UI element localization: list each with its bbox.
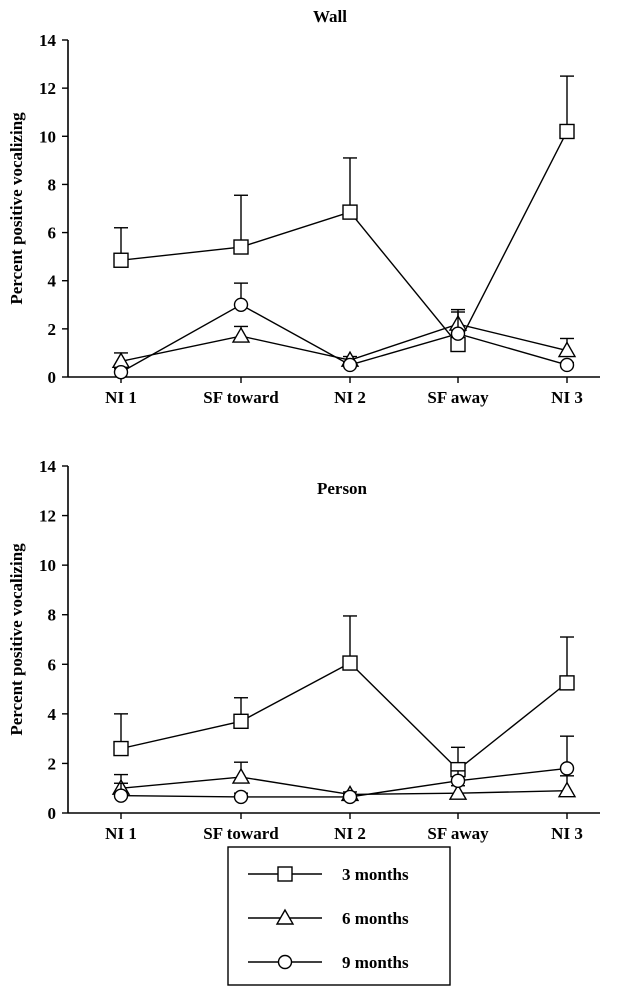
data-point (557, 341, 577, 358)
y-tick-label: 8 (48, 175, 57, 194)
data-point (557, 781, 577, 798)
series-line (120, 323, 568, 363)
y-tick-label: 4 (48, 705, 57, 724)
legend: 3 months 6 months 9 months (227, 846, 451, 986)
data-point (113, 740, 129, 757)
data-point (559, 761, 575, 776)
legend-item: 3 months (248, 865, 409, 884)
y-tick-label: 14 (39, 457, 57, 476)
legend-box (227, 846, 451, 986)
chart-panel-1: 0 2 4 6 8 10 12 14 NI 1 SF toward NI 2 SF away NI 3 W… (7, 7, 600, 407)
y-tick-label: 12 (39, 507, 56, 526)
legend-marker (277, 866, 293, 882)
data-point (448, 783, 468, 800)
y-tick-label: 2 (48, 320, 57, 339)
y-tick-label: 12 (39, 79, 56, 98)
x-tick-label: NI 2 (334, 388, 366, 407)
data-point (233, 789, 249, 805)
panel-title: Wall (313, 7, 347, 26)
data-point (231, 326, 251, 343)
y-tick-label: 10 (39, 556, 56, 575)
x-tick-label: NI 3 (551, 824, 583, 843)
legend-label: 9 months (342, 953, 409, 972)
y-axis-title: Percent positive vocalizing (7, 112, 26, 305)
data-point (342, 789, 358, 805)
y-tick-label: 0 (48, 804, 57, 823)
data-point (559, 357, 575, 373)
x-tick-label: NI 1 (105, 824, 137, 843)
y-tick-label: 6 (48, 224, 57, 243)
data-point (113, 252, 129, 268)
legend-label: 3 months (342, 865, 409, 884)
legend-label: 6 months (342, 909, 409, 928)
legend-item: 6 months (248, 908, 409, 928)
data-point (559, 675, 575, 691)
data-point (113, 788, 129, 803)
x-tick-label: NI 2 (334, 824, 366, 843)
series-9-months (113, 282, 575, 380)
y-tick-label: 2 (48, 754, 57, 773)
x-tick-label: NI 3 (551, 388, 583, 407)
y-tick-label: 14 (39, 31, 57, 50)
x-tick-label: SF away (427, 388, 489, 407)
chart-panel-2: 0 2 4 6 8 10 12 14 NI 1 SF toward NI 2 SF away NI 3 P… (7, 457, 600, 843)
data-point (233, 297, 249, 312)
data-point (450, 773, 466, 788)
series-3-months (113, 75, 575, 353)
x-tick-label: NI 1 (105, 388, 137, 407)
data-point (233, 239, 249, 255)
series-line (120, 131, 568, 346)
data-point (342, 655, 358, 671)
legend-marker (277, 954, 293, 970)
data-point (231, 767, 251, 784)
data-point (450, 326, 466, 341)
data-point (342, 204, 358, 220)
series-3-months (113, 615, 575, 778)
series-line (120, 662, 568, 771)
y-axis-title: Percent positive vocalizing (7, 543, 26, 736)
x-tick-label: SF away (427, 824, 489, 843)
x-tick-label: SF toward (203, 388, 279, 407)
y-tick-label: 10 (39, 127, 56, 146)
y-tick-label: 6 (48, 655, 57, 674)
data-point (233, 713, 249, 729)
series-9-months (113, 735, 575, 805)
y-tick-label: 0 (48, 368, 57, 387)
legend-item: 9 months (248, 953, 409, 972)
data-point (113, 364, 129, 380)
x-tick-label: SF toward (203, 824, 279, 843)
panel-title: Person (317, 479, 368, 498)
legend-marker (275, 908, 295, 925)
y-tick-label: 8 (48, 606, 57, 625)
data-point (342, 357, 358, 373)
data-point (559, 123, 575, 140)
y-tick-label: 4 (48, 272, 57, 291)
